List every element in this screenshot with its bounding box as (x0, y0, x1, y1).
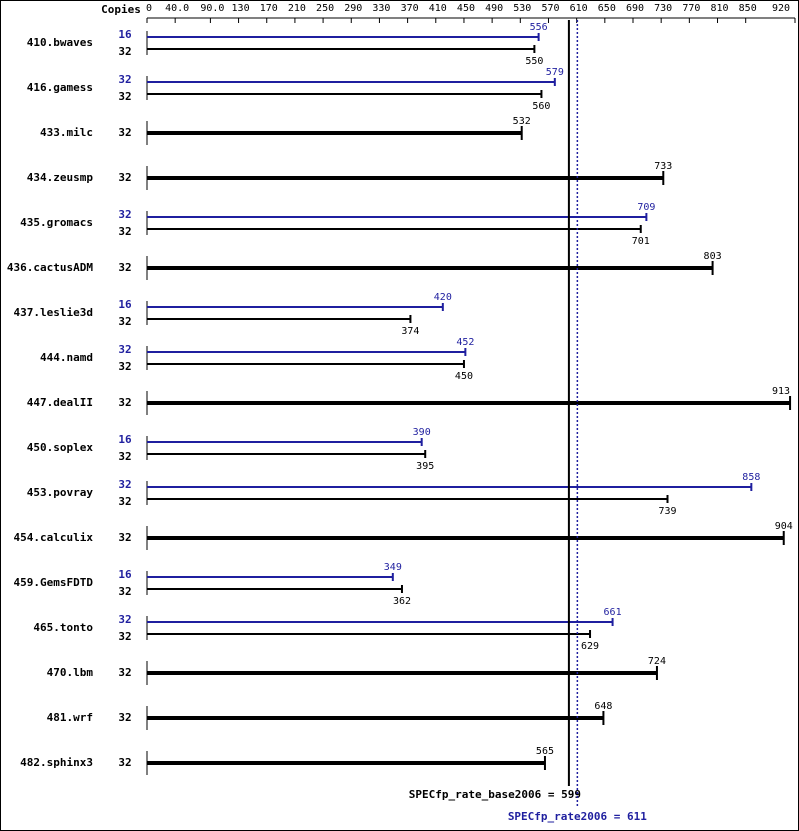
copies: 16 (118, 298, 132, 311)
x-tick-label: 530 (513, 3, 531, 14)
value-label: 565 (536, 746, 554, 757)
x-tick-label: 290 (344, 3, 362, 14)
value-label: 913 (772, 386, 790, 397)
benchmark-name: 416.gamess (27, 81, 93, 94)
benchmark-name: 434.zeusmp (27, 171, 94, 184)
benchmark-name: 454.calculix (14, 531, 94, 544)
value-label: 450 (455, 371, 473, 382)
value-label: 648 (594, 701, 612, 712)
value-label: 709 (637, 202, 655, 213)
value-label: 724 (648, 656, 666, 667)
copies: 32 (118, 531, 131, 544)
copies: 16 (118, 28, 132, 41)
x-tick-label: 690 (626, 3, 644, 14)
x-tick-label: 450 (457, 3, 475, 14)
x-tick-label: 770 (682, 3, 700, 14)
value-label: 349 (384, 562, 402, 573)
value-label: 858 (742, 472, 760, 483)
benchmark-name: 433.milc (40, 126, 93, 139)
copies: 32 (118, 225, 131, 238)
copies-header: Copies (101, 3, 141, 16)
x-tick-label: 130 (232, 3, 250, 14)
value-label: 661 (604, 607, 622, 618)
value-label: 374 (401, 326, 419, 337)
copies: 32 (118, 630, 131, 643)
copies: 32 (118, 208, 131, 221)
copies: 32 (118, 585, 131, 598)
value-label: 560 (532, 101, 550, 112)
value-label: 739 (658, 506, 676, 517)
value-label: 532 (513, 116, 531, 127)
x-tick-label: 40.0 (165, 3, 189, 14)
copies: 32 (118, 396, 131, 409)
benchmark-name: 450.soplex (27, 441, 94, 454)
benchmark-name: 436.cactusADM (7, 261, 93, 274)
value-label: 733 (654, 161, 672, 172)
copies: 32 (118, 360, 131, 373)
x-tick-label: 0 (146, 3, 152, 14)
value-label: 452 (456, 337, 474, 348)
copies: 16 (118, 568, 132, 581)
x-tick-label: 370 (401, 3, 419, 14)
benchmark-name: 459.GemsFDTD (14, 576, 94, 589)
copies: 32 (118, 261, 131, 274)
copies: 32 (118, 613, 131, 626)
copies: 32 (118, 126, 131, 139)
value-label: 395 (416, 461, 434, 472)
x-tick-label: 650 (598, 3, 616, 14)
copies: 32 (118, 450, 131, 463)
copies: 32 (118, 711, 131, 724)
x-tick-label: 250 (316, 3, 334, 14)
copies: 32 (118, 73, 131, 86)
value-label: 579 (546, 67, 564, 78)
benchmark-name: 481.wrf (47, 711, 93, 724)
value-label: 390 (413, 427, 431, 438)
benchmark-name: 410.bwaves (27, 36, 93, 49)
copies: 32 (118, 315, 131, 328)
copies: 32 (118, 666, 131, 679)
value-label: 362 (393, 596, 411, 607)
value-label: 629 (581, 641, 599, 652)
x-tick-label: 210 (288, 3, 306, 14)
x-tick-label: 330 (372, 3, 390, 14)
benchmark-name: 437.leslie3d (14, 306, 93, 319)
x-tick-label: 570 (541, 3, 559, 14)
benchmark-name: 465.tonto (33, 621, 93, 634)
x-tick-label: 810 (710, 3, 728, 14)
benchmark-name: 444.namd (40, 351, 93, 364)
value-label: 803 (704, 251, 722, 262)
copies: 32 (118, 756, 131, 769)
value-label: 550 (525, 56, 543, 67)
benchmark-name: 447.dealII (27, 396, 93, 409)
copies: 32 (118, 171, 131, 184)
copies: 16 (118, 433, 132, 446)
value-label: 556 (530, 22, 548, 33)
copies: 32 (118, 90, 131, 103)
x-tick-label: 170 (260, 3, 278, 14)
x-tick-label: 920 (772, 3, 790, 14)
value-label: 904 (775, 521, 793, 532)
copies: 32 (118, 478, 131, 491)
x-tick-label: 850 (739, 3, 757, 14)
value-label: 701 (632, 236, 650, 247)
copies: 32 (118, 343, 131, 356)
value-label: 420 (434, 292, 452, 303)
reference-label: SPECfp_rate2006 = 611 (508, 810, 647, 823)
reference-label: SPECfp_rate_base2006 = 599 (409, 788, 581, 801)
x-tick-label: 730 (654, 3, 672, 14)
benchmark-name: 470.lbm (47, 666, 94, 679)
copies: 32 (118, 495, 131, 508)
x-tick-label: 410 (429, 3, 447, 14)
x-tick-label: 610 (570, 3, 588, 14)
benchmark-name: 435.gromacs (20, 216, 93, 229)
copies: 32 (118, 45, 131, 58)
benchmark-name: 482.sphinx3 (20, 756, 93, 769)
benchmark-name: 453.povray (27, 486, 94, 499)
x-tick-label: 90.0 (200, 3, 224, 14)
x-tick-label: 490 (485, 3, 503, 14)
